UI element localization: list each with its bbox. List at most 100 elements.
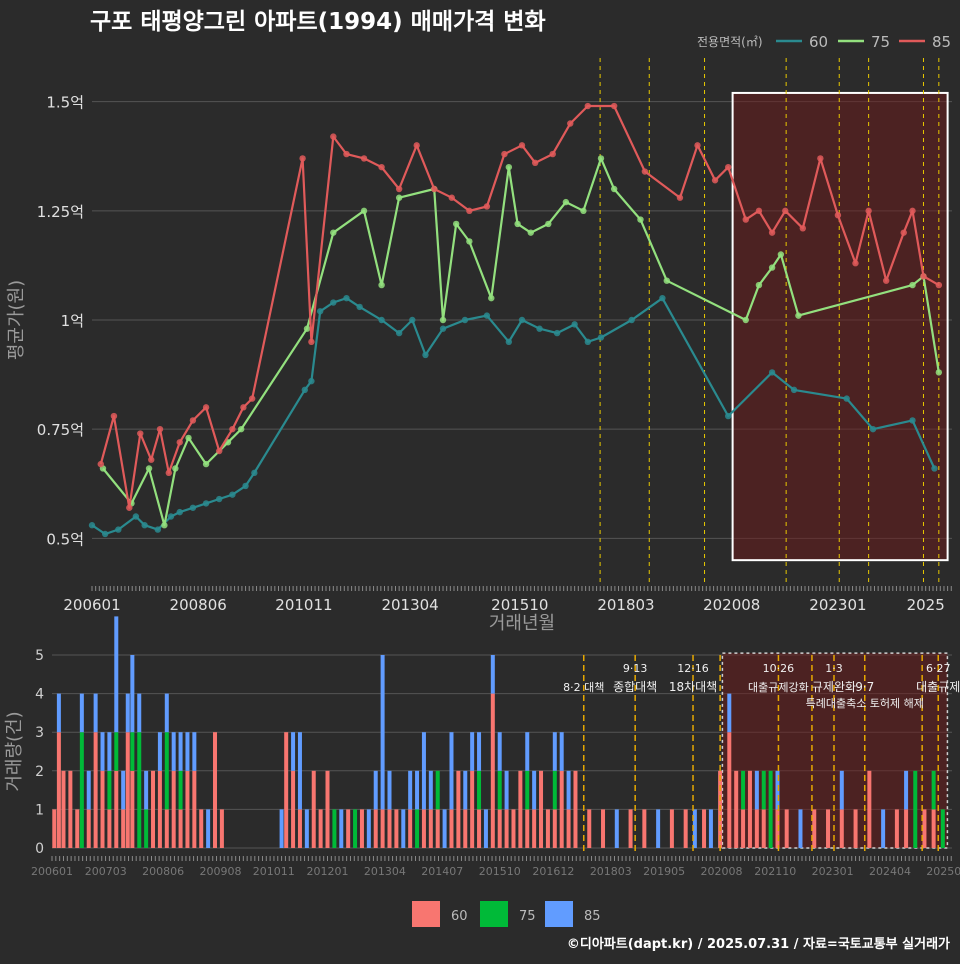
x-tick-label: 202301 xyxy=(809,596,866,614)
y-tick-label: 0.75억 xyxy=(37,421,84,439)
bar-85 xyxy=(656,809,661,848)
policy-label: 규제완화 xyxy=(812,680,856,694)
series-60-point xyxy=(167,513,175,520)
bar-85 xyxy=(137,693,142,733)
series-75-point xyxy=(637,216,644,223)
bar-75 xyxy=(415,809,420,848)
bar-60 xyxy=(93,732,98,848)
bar-75 xyxy=(79,732,84,848)
bar-60 xyxy=(812,809,817,848)
series-75-point xyxy=(935,369,943,376)
bar-85 xyxy=(304,809,309,848)
bar-x-tick-label: 201201 xyxy=(307,865,349,878)
legend-label-85: 85 xyxy=(932,33,951,51)
bar-85 xyxy=(114,616,119,733)
y-tick-label: 0.5억 xyxy=(46,530,84,548)
series-75-point xyxy=(360,207,368,215)
policy-label: 1·3 xyxy=(825,662,843,675)
bar-60 xyxy=(669,809,674,848)
bar-60 xyxy=(56,732,61,848)
policy-label: 18차대책 xyxy=(669,679,717,694)
bar-85 xyxy=(525,732,530,771)
series-85-point xyxy=(567,120,574,127)
series-60-point xyxy=(931,465,938,472)
bar-60 xyxy=(642,809,647,848)
bar-60 xyxy=(130,770,135,848)
bar-85 xyxy=(449,732,454,810)
bar-85 xyxy=(754,770,759,810)
bar-75 xyxy=(435,770,440,810)
bar-x-tick-label: 201407 xyxy=(421,865,463,878)
series-75-point xyxy=(663,277,670,284)
series-85-point xyxy=(882,277,890,284)
bar-60 xyxy=(297,809,302,848)
series-60-point xyxy=(88,522,96,529)
bar-85 xyxy=(171,732,176,771)
series-75-point xyxy=(742,316,749,324)
bar-60 xyxy=(387,809,392,848)
bar-85 xyxy=(125,693,130,733)
bar-legend-label-60: 60 xyxy=(451,909,468,924)
series-60-point xyxy=(251,469,258,477)
series-75-point xyxy=(909,281,916,289)
x-tick-label: 200601 xyxy=(63,596,120,614)
y-tick-label: 1.5억 xyxy=(46,94,84,112)
bar-60 xyxy=(428,809,433,848)
bar-85 xyxy=(373,770,378,810)
series-60-point xyxy=(518,316,526,324)
series-75-point xyxy=(330,229,337,236)
y-tick-label: 1억 xyxy=(61,312,84,330)
series-85-point xyxy=(518,142,526,149)
bar-60 xyxy=(171,770,176,848)
x-tick-label: 201803 xyxy=(597,596,654,614)
bar-60 xyxy=(490,693,495,848)
series-85-point xyxy=(725,163,732,171)
bar-85 xyxy=(401,809,406,848)
series-60-point xyxy=(659,294,666,302)
series-85-point xyxy=(641,168,649,175)
series-85-point xyxy=(799,225,807,232)
bar-highlight-box xyxy=(721,652,949,849)
x-tick-label: 201304 xyxy=(381,596,438,614)
bar-x-tick-label: 202008 xyxy=(700,865,742,878)
bar-75 xyxy=(741,770,746,810)
series-75-point xyxy=(514,220,521,228)
bar-85 xyxy=(366,809,371,848)
bar-60 xyxy=(761,809,766,848)
bar-85 xyxy=(380,655,385,810)
bar-60 xyxy=(931,809,936,848)
bar-60 xyxy=(394,809,399,848)
series-85-line xyxy=(99,104,940,509)
bar-y-tick-label: 2 xyxy=(35,764,44,780)
series-60-point xyxy=(725,412,732,420)
series-60-point xyxy=(189,504,197,511)
series-60-point xyxy=(356,303,363,311)
series-60-point xyxy=(505,338,513,346)
series-85-point xyxy=(299,155,306,162)
series-85-point xyxy=(610,102,618,110)
series-85-point xyxy=(711,177,719,184)
series-85-point xyxy=(865,207,872,215)
series-85-point xyxy=(531,159,539,166)
bar-60 xyxy=(754,809,759,848)
bar-75 xyxy=(107,770,112,810)
bar-85 xyxy=(566,770,571,810)
series-60-point xyxy=(378,316,385,324)
series-60-point xyxy=(553,329,561,337)
bar-x-tick-label: 201304 xyxy=(364,865,406,878)
bar-85 xyxy=(297,732,302,810)
x-tick-label: 200806 xyxy=(170,596,227,614)
bar-x-tick-label: 20250 xyxy=(926,865,960,878)
series-85-point xyxy=(909,207,916,215)
x-tick-label: 2025 xyxy=(907,596,945,614)
bar-60 xyxy=(922,809,927,848)
series-75-point xyxy=(237,425,245,433)
bar-75 xyxy=(164,732,169,810)
bar-60 xyxy=(826,809,831,848)
bar-60 xyxy=(68,770,73,848)
bar-60 xyxy=(894,809,899,848)
series-60-point xyxy=(202,500,210,507)
bar-legend-swatch-60 xyxy=(412,901,440,927)
bar-85 xyxy=(79,693,84,733)
